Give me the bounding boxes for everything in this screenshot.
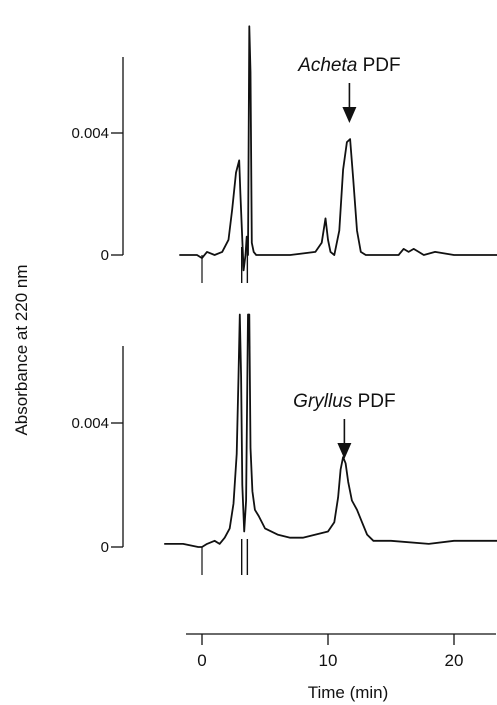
peak-annotation: Acheta PDF xyxy=(297,55,400,76)
y-axis-label: Absorbance at 220 nm xyxy=(12,264,31,435)
y-tick-label: 0.004 xyxy=(71,415,109,432)
peak-arrow-head xyxy=(342,107,357,123)
peak-annotation-suffix: PDF xyxy=(352,391,395,412)
x-axis-label: Time (min) xyxy=(308,683,389,702)
peak-arrow-head xyxy=(337,443,352,459)
peak-annotation-species: Acheta xyxy=(297,55,357,76)
x-axis: 0 10 20 xyxy=(186,633,496,670)
chromatogram-trace xyxy=(179,25,497,272)
y-tick-label: 0 xyxy=(101,539,109,556)
top-panel: 0 0.004 Acheta PDF xyxy=(71,25,497,283)
x-tick-label: 10 xyxy=(319,651,338,670)
y-tick-label: 0.004 xyxy=(71,125,109,142)
peak-annotation-suffix: PDF xyxy=(357,55,400,76)
bottom-panel: 0 0.004 Gryllus PDF xyxy=(71,313,497,575)
x-tick-label: 0 xyxy=(197,651,206,670)
x-tick-label: 20 xyxy=(445,651,464,670)
y-tick-label: 0 xyxy=(101,247,109,264)
peak-annotation-species: Gryllus xyxy=(293,391,353,412)
chromatogram-trace xyxy=(164,313,497,548)
peak-annotation: Gryllus PDF xyxy=(293,391,395,412)
